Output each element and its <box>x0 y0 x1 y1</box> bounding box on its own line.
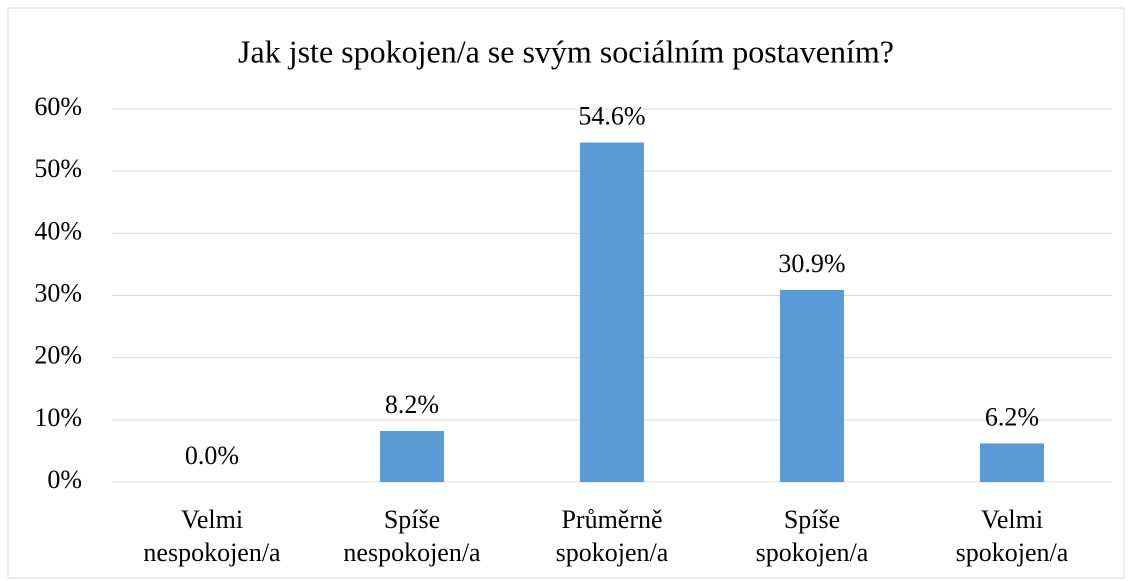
y-tick-label: 50% <box>34 154 82 183</box>
y-tick-label: 60% <box>34 92 82 121</box>
value-label: 54.6% <box>578 102 645 131</box>
y-tick-label: 10% <box>34 403 82 432</box>
bar <box>580 142 644 482</box>
chart-border <box>7 7 1125 579</box>
x-tick-label: Velmi nespokojen/a <box>143 505 281 567</box>
x-tick-label: Velmi spokojen/a <box>955 505 1069 567</box>
value-label: 0.0% <box>185 441 239 470</box>
bar <box>980 443 1044 482</box>
value-label: 30.9% <box>778 249 845 278</box>
x-tick-label: Spíše spokojen/a <box>755 505 869 567</box>
chart-title: Jak jste spokojen/a se svým sociálním po… <box>238 33 894 69</box>
value-label: 8.2% <box>385 390 439 419</box>
x-tick-label: Průměrně spokojen/a <box>555 505 669 567</box>
bar <box>380 431 444 482</box>
y-tick-label: 20% <box>34 341 82 370</box>
y-tick-label: 40% <box>34 216 82 245</box>
y-tick-label: 0% <box>47 465 82 494</box>
x-tick-label: Spíše nespokojen/a <box>343 505 481 567</box>
value-label: 6.2% <box>985 402 1039 431</box>
bar <box>780 289 844 482</box>
y-tick-label: 30% <box>34 278 82 307</box>
